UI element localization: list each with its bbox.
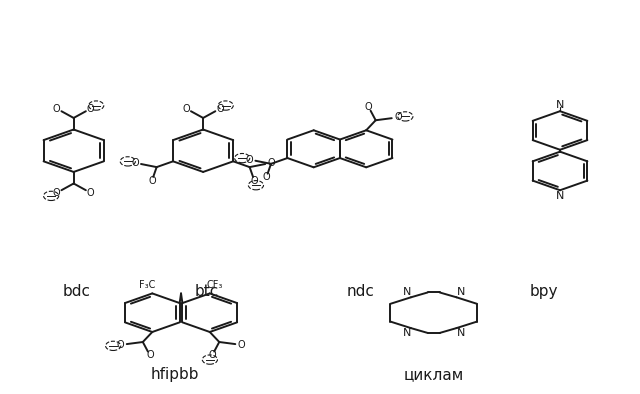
Text: O: O (146, 350, 154, 360)
Text: ndc: ndc (347, 284, 375, 299)
Text: O: O (131, 158, 139, 168)
Text: O: O (148, 176, 156, 186)
Text: hfipbb: hfipbb (150, 367, 199, 382)
Text: O: O (250, 176, 258, 186)
Text: F₃C: F₃C (140, 280, 156, 290)
Text: N: N (403, 328, 411, 338)
Text: O: O (53, 104, 61, 113)
Text: O: O (87, 104, 94, 113)
Text: btc: btc (194, 284, 218, 299)
Text: O: O (53, 188, 61, 198)
Text: O: O (216, 104, 224, 113)
Text: O: O (268, 158, 275, 168)
Text: N: N (456, 328, 465, 338)
Text: O: O (87, 188, 94, 198)
Text: O: O (182, 104, 190, 113)
Text: bdc: bdc (63, 284, 91, 299)
Text: N: N (403, 287, 411, 297)
Text: O: O (262, 173, 270, 182)
Text: N: N (556, 100, 564, 110)
Text: bpy: bpy (530, 284, 559, 299)
Text: O: O (365, 102, 372, 112)
Text: O: O (116, 340, 124, 350)
Text: N: N (456, 287, 465, 297)
Text: циклам: циклам (404, 367, 464, 382)
Text: O: O (237, 340, 245, 350)
Text: CF₃: CF₃ (206, 280, 223, 290)
Text: O: O (246, 154, 253, 165)
Text: N: N (556, 191, 564, 201)
Text: O: O (209, 350, 216, 360)
Text: O: O (394, 112, 402, 123)
